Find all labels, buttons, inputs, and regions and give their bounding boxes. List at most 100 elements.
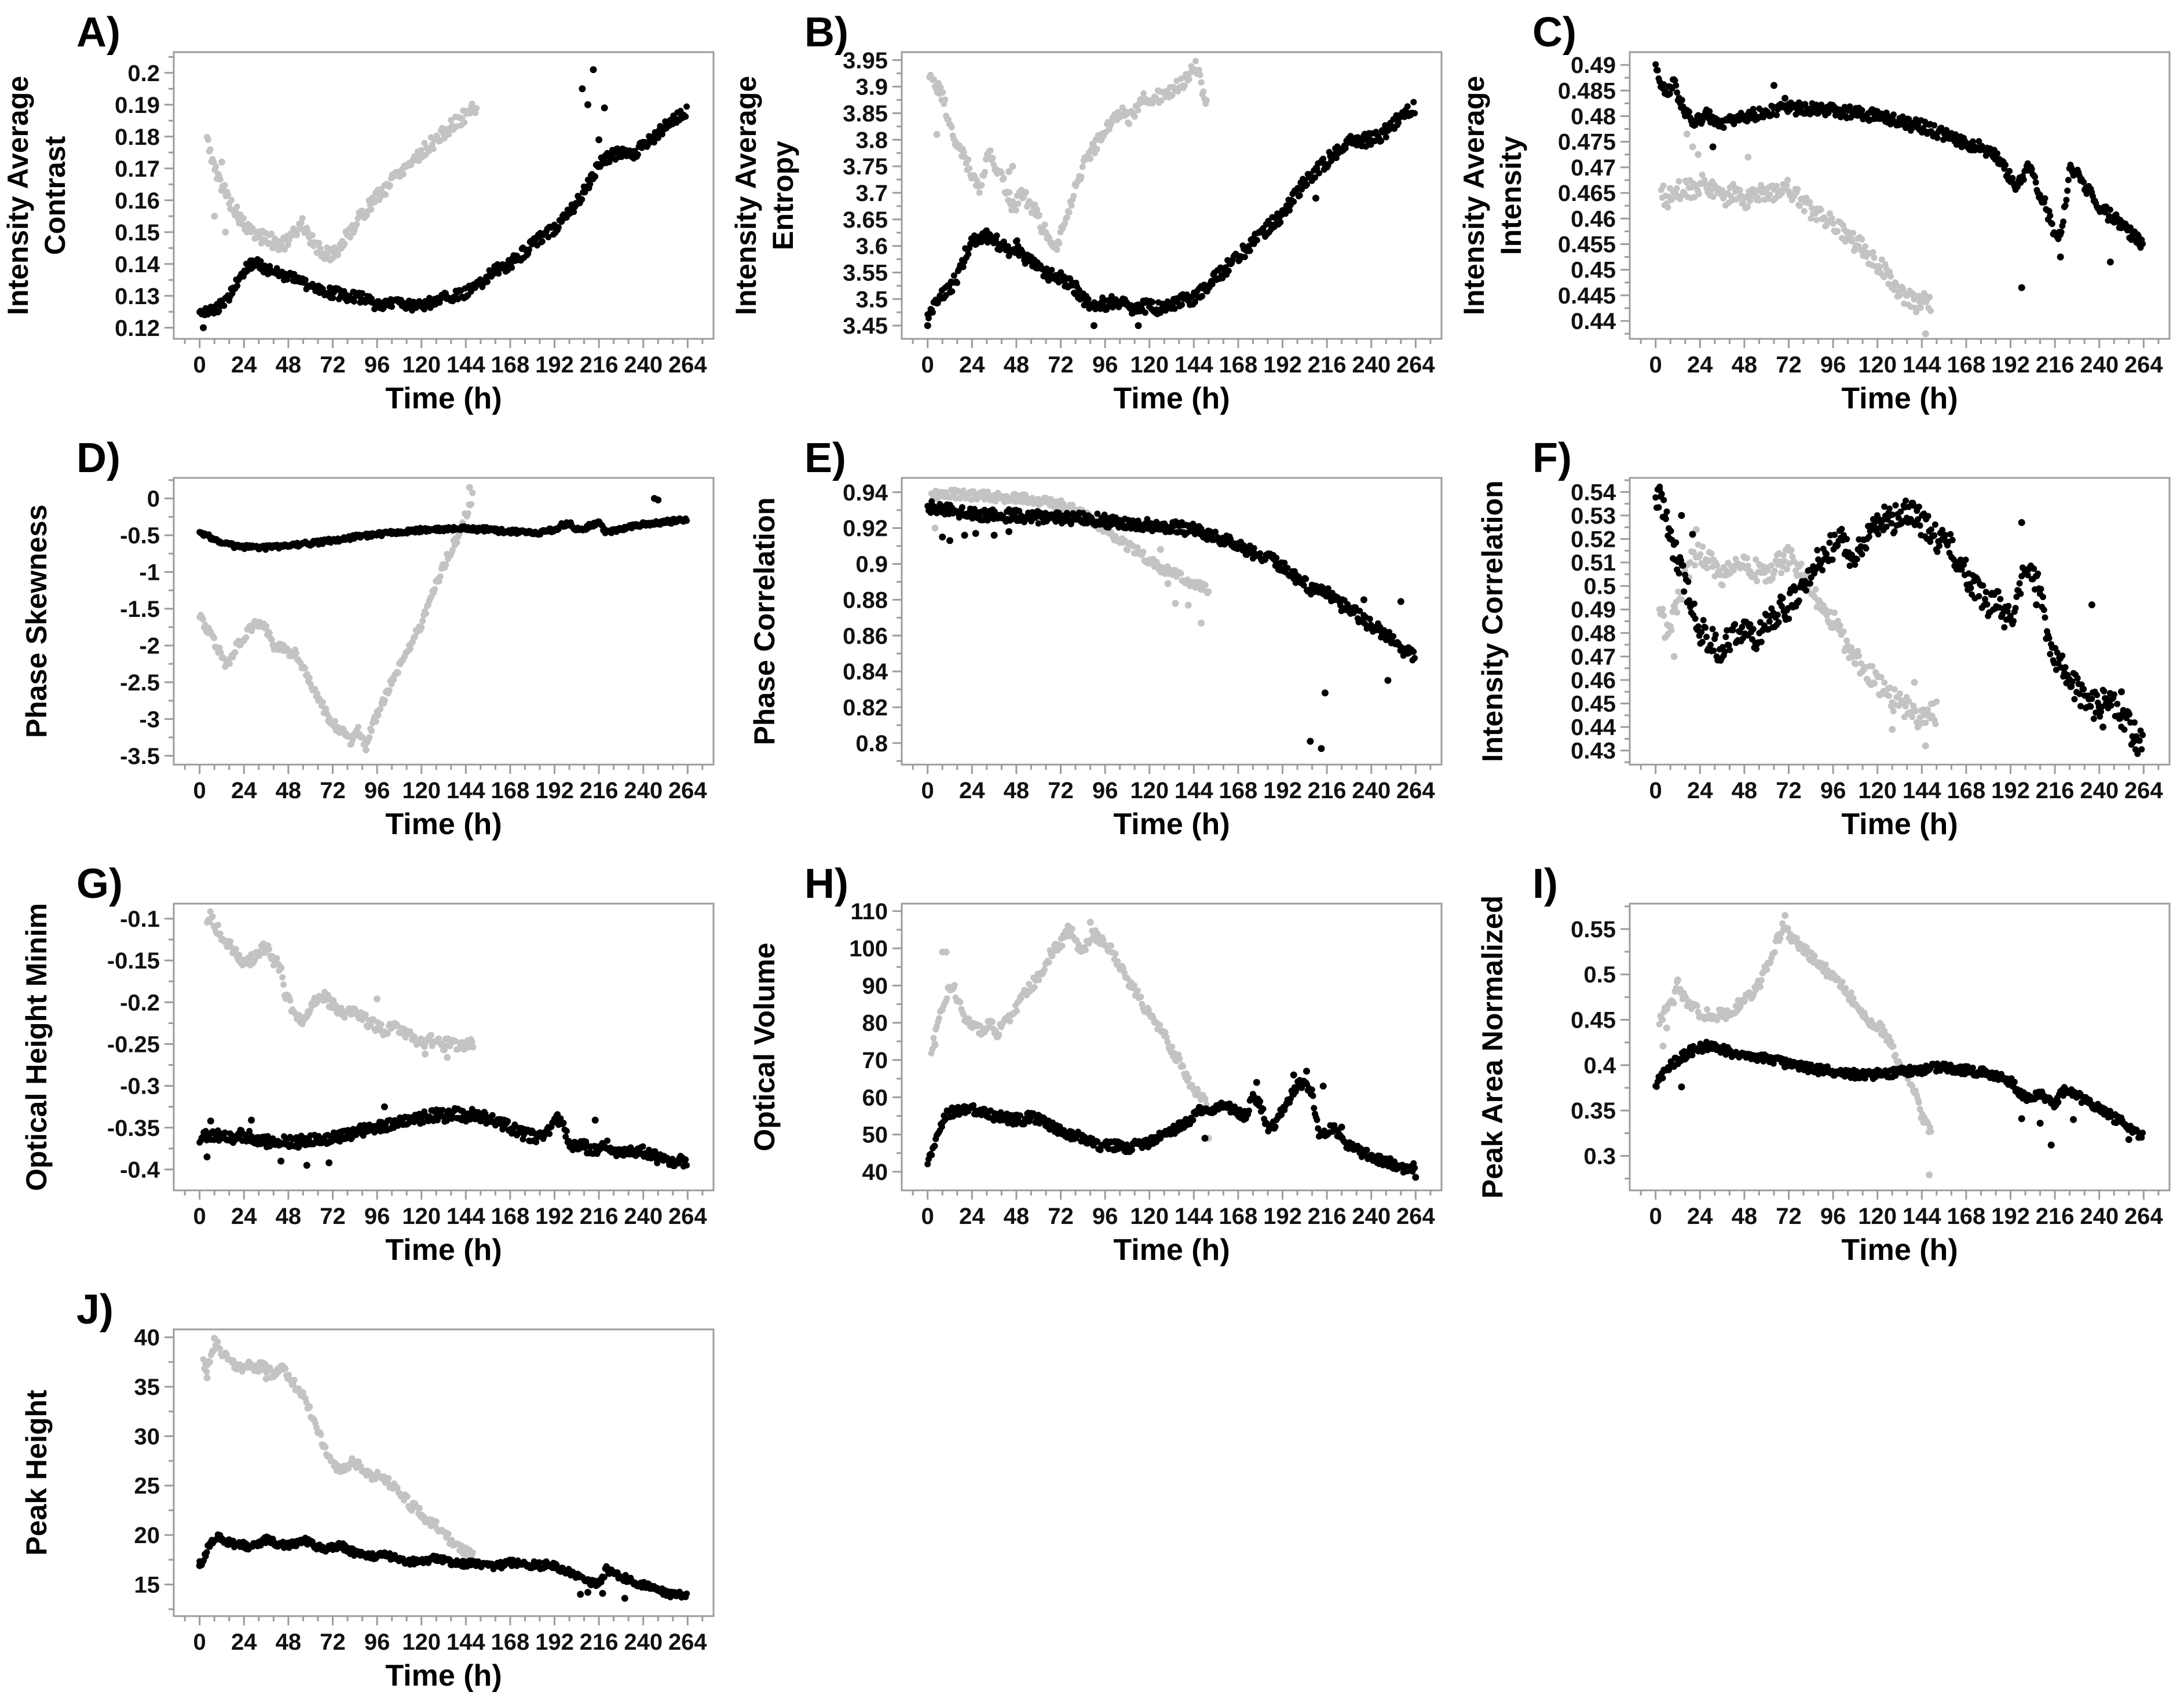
y-tick-label: 0.15 [115, 220, 160, 246]
x-tick-label: 144 [1903, 352, 1941, 378]
series-gray [200, 1335, 476, 1561]
x-tick-label: 216 [1308, 352, 1347, 378]
x-tick-label: 0 [921, 1204, 934, 1229]
x-tick-label: 24 [231, 1204, 257, 1229]
x-tick-label: 120 [402, 1204, 441, 1229]
y-tick-label: 0.3 [1583, 1143, 1616, 1169]
y-tick-label: 3.95 [843, 48, 888, 74]
x-tick-label: 144 [1175, 778, 1213, 803]
x-tick-label: 192 [535, 352, 574, 378]
y-tick-label: 0.52 [1571, 527, 1616, 552]
x-tick-label: 0 [193, 1629, 206, 1655]
x-axis-title: Time (h) [385, 382, 502, 415]
x-tick-label: 168 [1219, 1204, 1258, 1229]
y-tick-label: 35 [134, 1375, 160, 1400]
y-tick-label: 0.14 [115, 252, 160, 277]
y-tick-label: 0.12 [115, 316, 160, 341]
x-tick-label: 120 [1130, 778, 1169, 803]
x-tick-label: 48 [1732, 1204, 1758, 1229]
y-tick-label: 0.5 [1583, 962, 1616, 988]
x-tick-label: 144 [1903, 778, 1941, 803]
x-tick-label: 72 [320, 1629, 346, 1655]
x-tick-label: 168 [491, 1204, 530, 1229]
x-tick-label: 216 [580, 352, 619, 378]
x-tick-label: 240 [624, 778, 663, 803]
x-tick-label: 48 [276, 778, 302, 803]
x-tick-label: 240 [1352, 352, 1391, 378]
y-tick-label: -0.2 [120, 990, 160, 1015]
y-axis-title: Intensity Average [730, 76, 762, 315]
x-tick-label: 264 [668, 1204, 707, 1229]
x-tick-label: 144 [1903, 1204, 1941, 1229]
x-tick-label: 240 [2080, 352, 2119, 378]
y-tick-label: 3.75 [843, 154, 888, 180]
x-tick-label: 216 [1308, 778, 1347, 803]
y-tick-label: 0.47 [1571, 155, 1616, 181]
y-axis-title: Intensity Correlation [1476, 480, 1509, 762]
y-tick-label: 3.85 [843, 101, 888, 126]
x-tick-label: 240 [624, 1204, 663, 1229]
x-tick-label: 168 [491, 352, 530, 378]
x-tick-label: 264 [668, 1629, 707, 1655]
y-tick-label: 3.9 [855, 75, 888, 100]
y-tick-label: 3.8 [855, 127, 888, 153]
x-tick-label: 96 [364, 1204, 390, 1229]
x-tick-label: 120 [402, 352, 441, 378]
y-tick-label: 90 [862, 973, 888, 999]
x-tick-label: 48 [276, 1204, 302, 1229]
y-tick-label: 0.2 [127, 61, 160, 86]
x-tick-label: 0 [1649, 778, 1662, 803]
x-tick-label: 72 [1776, 352, 1802, 378]
x-tick-label: 48 [1732, 778, 1758, 803]
y-tick-label: 110 [850, 899, 888, 924]
y-tick-label: -1.5 [120, 597, 160, 622]
y-axis-title: Optical Height Minim [20, 903, 53, 1191]
y-axis-title: Phase Skewness [20, 505, 53, 738]
y-tick-label: -1 [139, 560, 160, 585]
y-tick-label: 0.46 [1571, 668, 1616, 693]
x-tick-label: 192 [535, 778, 574, 803]
x-tick-label: 264 [1396, 352, 1435, 378]
x-tick-label: 168 [1947, 778, 1986, 803]
x-tick-label: 168 [1947, 1204, 1986, 1229]
y-tick-label: 3.45 [843, 313, 888, 339]
y-axis-title: Intensity [1495, 136, 1527, 255]
x-tick-label: 120 [1130, 352, 1169, 378]
y-tick-label: 20 [134, 1523, 160, 1548]
y-tick-label: 0.46 [1571, 206, 1616, 232]
y-tick-label: 0.94 [843, 480, 888, 506]
x-tick-label: 144 [447, 352, 485, 378]
y-tick-label: 100 [849, 936, 888, 962]
y-axis-title: Optical Volume [748, 942, 781, 1151]
y-tick-label: 0.4 [1583, 1053, 1616, 1079]
y-tick-label: 0.44 [1571, 309, 1616, 334]
y-axis-title: Phase Correlation [748, 498, 781, 745]
x-tick-label: 264 [2124, 778, 2163, 803]
y-tick-label: 0.8 [855, 731, 888, 757]
x-axis-title: Time (h) [1841, 1233, 1958, 1267]
series-black [1652, 484, 2146, 757]
x-tick-label: 48 [1004, 778, 1030, 803]
x-tick-label: 0 [921, 778, 934, 803]
x-tick-label: 24 [1687, 352, 1713, 378]
y-tick-label: 0.55 [1571, 917, 1616, 942]
y-axis-title: Intensity Average [1458, 76, 1490, 315]
y-tick-label: 0.86 [843, 623, 888, 649]
panel-letter: D) [76, 435, 120, 481]
x-tick-label: 192 [1991, 1204, 2030, 1229]
x-axis-title: Time (h) [1113, 1233, 1230, 1267]
x-tick-label: 216 [2036, 352, 2075, 378]
x-tick-label: 120 [1858, 1204, 1897, 1229]
x-tick-label: 24 [1687, 778, 1713, 803]
x-tick-label: 144 [447, 1204, 485, 1229]
x-tick-label: 192 [1263, 1204, 1302, 1229]
x-tick-label: 240 [1352, 1204, 1391, 1229]
y-tick-label: 0.475 [1558, 130, 1616, 155]
y-tick-label: 0.82 [843, 695, 888, 721]
y-tick-label: 0.48 [1571, 621, 1616, 646]
